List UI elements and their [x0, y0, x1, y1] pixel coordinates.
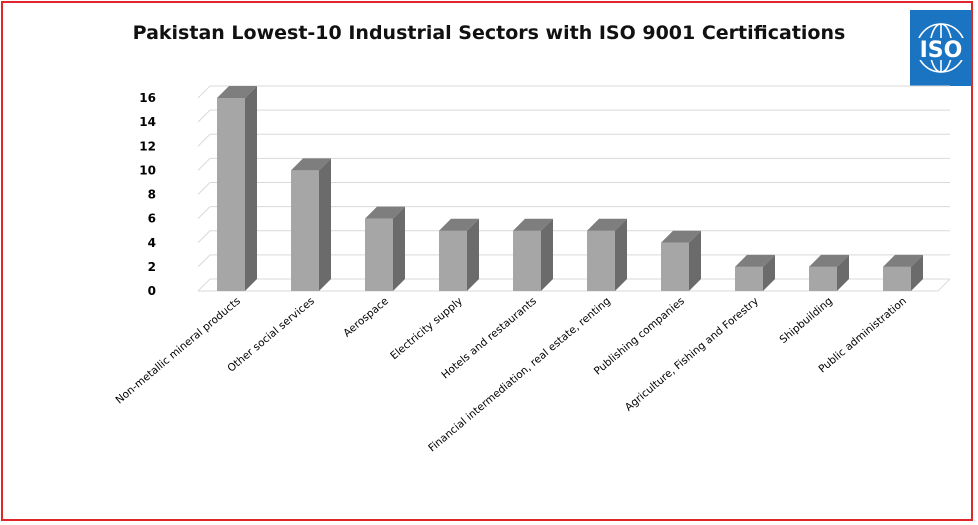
bar-front: [513, 230, 541, 291]
bar-top: [661, 230, 701, 243]
bar: [217, 86, 257, 291]
x-tick-label: Electricity supply: [388, 295, 465, 362]
bar-top: [735, 254, 775, 267]
bar: [365, 206, 405, 291]
bar-front: [439, 230, 467, 291]
gridline-connector: [197, 109, 211, 123]
bar-front: [587, 230, 615, 291]
y-tick-label: 12: [139, 139, 156, 153]
y-tick-label: 0: [148, 284, 156, 298]
y-tick-label: 6: [148, 212, 156, 226]
bar-side: [911, 254, 923, 291]
chart-title: Pakistan Lowest-10 Industrial Sectors wi…: [132, 22, 846, 44]
y-tick-label: 14: [139, 115, 156, 129]
bar-side: [615, 218, 627, 291]
bars: [217, 86, 923, 291]
gridline-connector: [197, 85, 211, 99]
bar-front: [365, 218, 393, 291]
bar-side: [837, 254, 849, 291]
x-tick-label: Agriculture, Fishing and Forestry: [623, 295, 761, 414]
bar: [661, 230, 701, 291]
y-tick-label: 8: [148, 188, 156, 202]
logo-text: ISO: [920, 38, 963, 63]
bar-front: [883, 266, 911, 291]
gridline-connector: [197, 133, 211, 147]
bar-front: [217, 98, 245, 291]
bar: [735, 254, 775, 291]
bar-top: [365, 206, 405, 219]
y-tick-label: 16: [139, 91, 156, 105]
x-tick-label: Shipbuilding: [777, 295, 834, 346]
floor-edge: [937, 278, 951, 292]
gridline-connector: [197, 278, 211, 292]
gridline-connector: [197, 158, 211, 171]
bar-top: [513, 218, 553, 231]
bar-side: [319, 158, 331, 291]
x-tick-label: Non-metallic mineral products: [113, 295, 242, 406]
bar-side: [245, 86, 257, 291]
x-tick-label: Aerospace: [341, 295, 391, 339]
iso-logo: ISO: [910, 10, 972, 86]
bar-front: [735, 266, 763, 291]
bar-top: [291, 158, 331, 171]
y-tick-label: 4: [148, 236, 156, 250]
gridline-connector: [197, 230, 211, 244]
bar-front: [809, 266, 837, 291]
gridline-connector: [197, 206, 211, 219]
bar-front: [291, 170, 319, 291]
bar-front: [661, 242, 689, 291]
y-tick-label: 10: [139, 163, 156, 177]
bar-side: [393, 206, 405, 291]
bar: [513, 218, 553, 291]
bar: [809, 254, 849, 291]
bar-top: [217, 86, 257, 98]
gridline-connector: [197, 254, 211, 268]
bar-top: [439, 218, 479, 231]
y-tick-label: 2: [148, 260, 156, 274]
bar: [291, 158, 331, 291]
bar-side: [541, 218, 553, 291]
bar-side: [689, 230, 701, 291]
y-axis: 0 2 4 6 8 10 12 14 16: [139, 91, 156, 298]
bar-side: [763, 254, 775, 291]
bar: [883, 254, 923, 291]
gridlines: [197, 85, 951, 292]
bar-top: [883, 254, 923, 267]
bar-side: [467, 218, 479, 291]
bar: [439, 218, 479, 291]
bar-top: [587, 218, 627, 231]
bar: [587, 218, 627, 291]
bar-top: [809, 254, 849, 267]
gridline-connector: [197, 182, 211, 195]
